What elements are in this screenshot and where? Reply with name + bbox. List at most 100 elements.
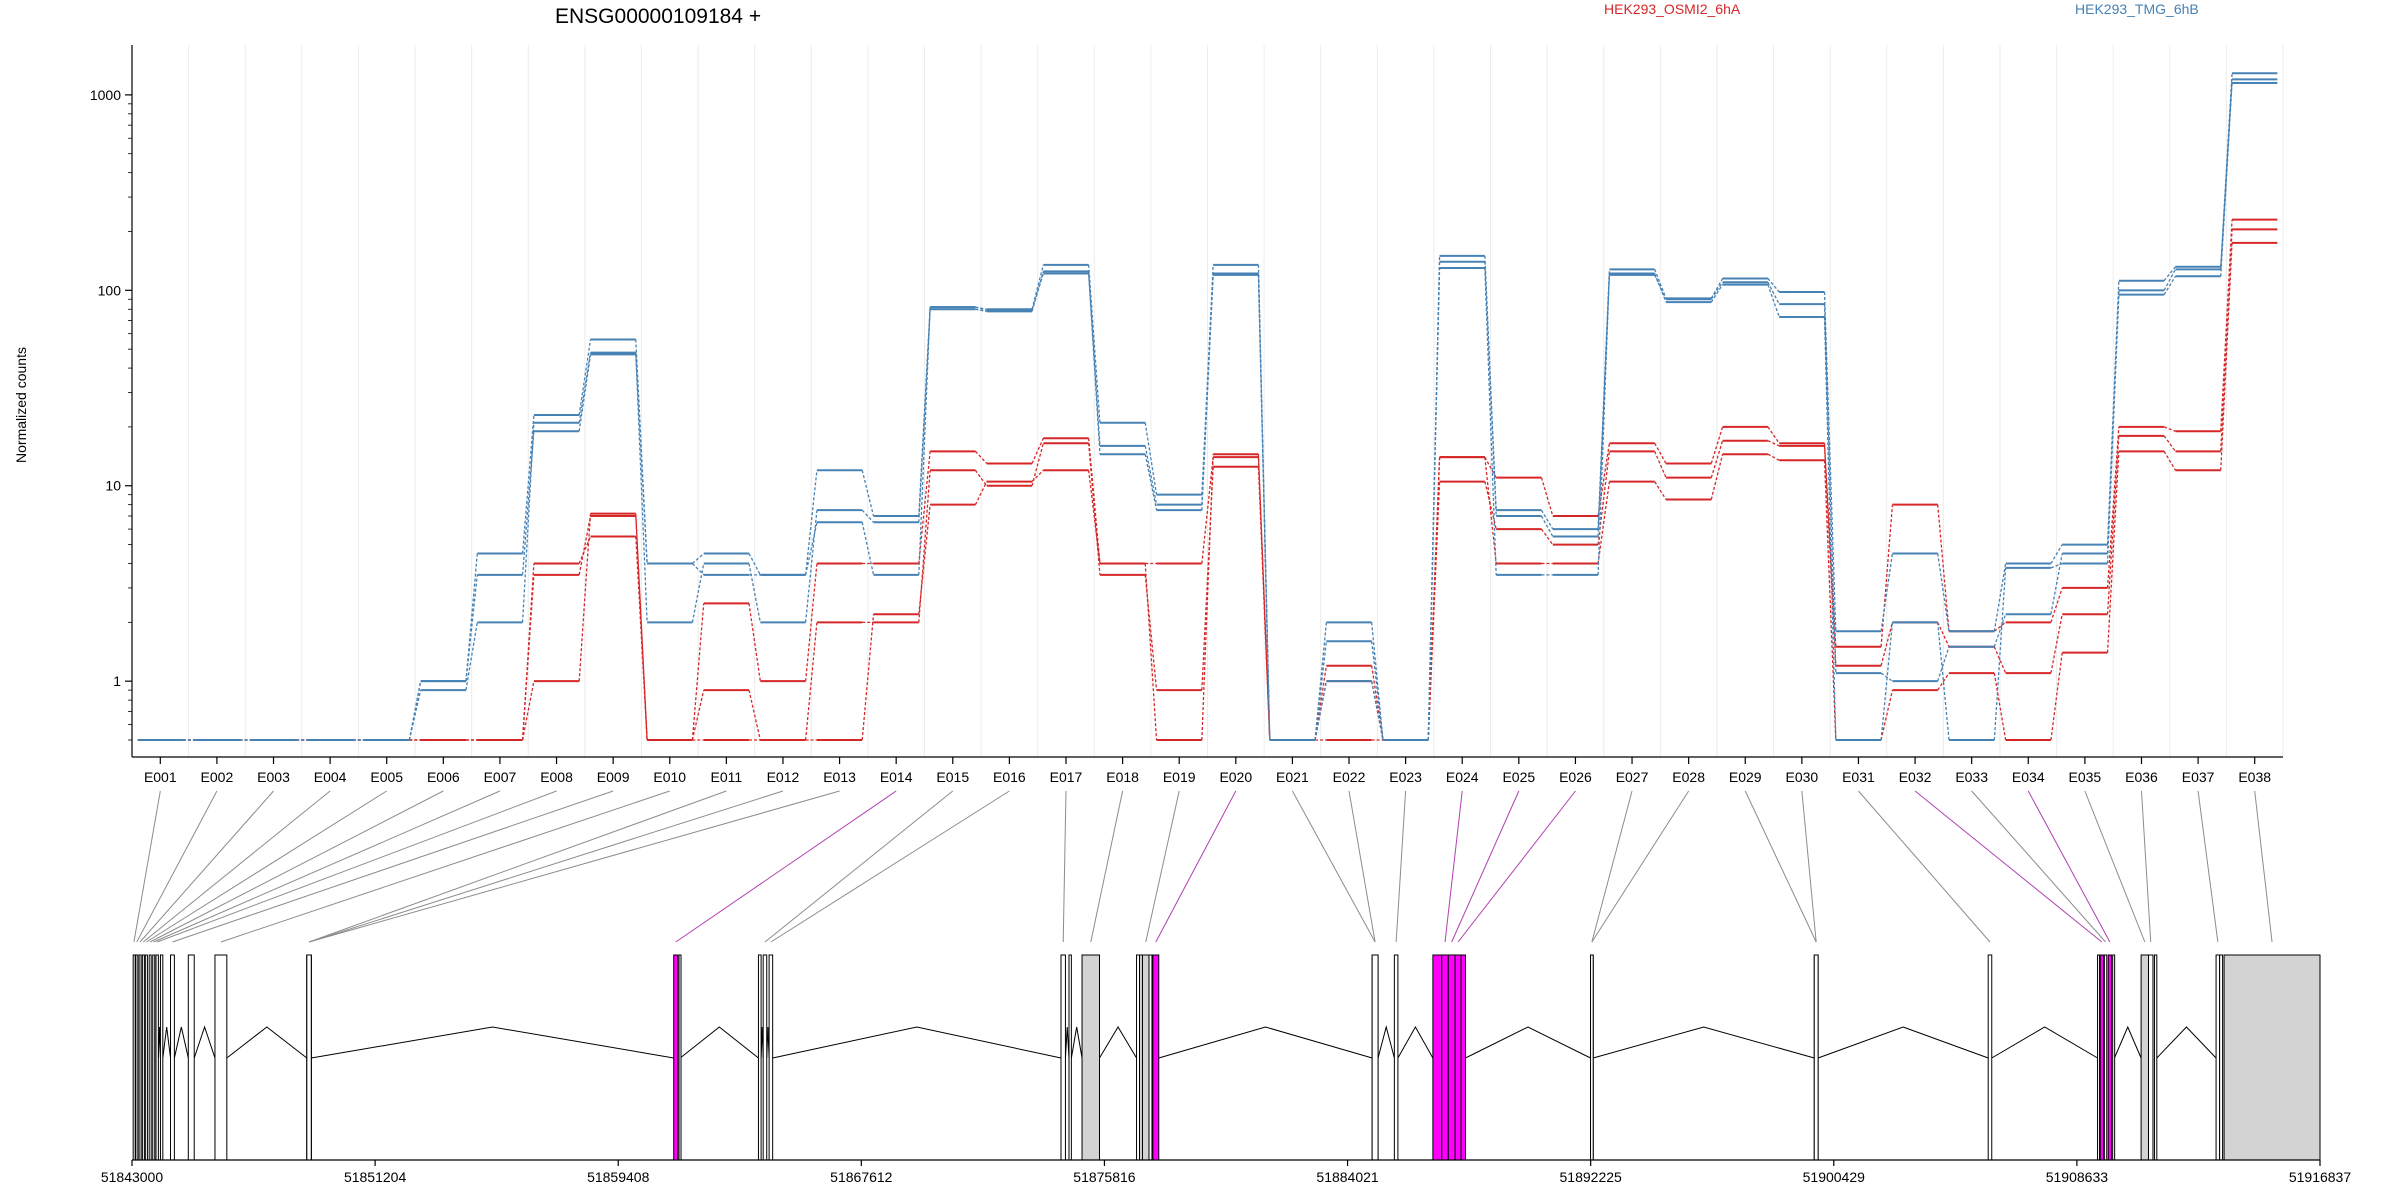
exon-connector <box>136 790 218 943</box>
exon-box <box>673 954 679 1161</box>
series-connector <box>1993 563 2007 632</box>
genomic-tick-label: 51884021 <box>1316 1169 1379 1185</box>
series-connector <box>1257 274 1271 741</box>
series-connector <box>1087 264 1101 423</box>
exon-box <box>757 954 762 1161</box>
exon-connector <box>1348 790 1376 943</box>
exon-box <box>2112 954 2116 1161</box>
series-connector <box>1201 273 1214 511</box>
exon-box <box>159 954 164 1161</box>
series-connector <box>2220 82 2233 277</box>
x-tick-label: E021 <box>1276 769 1309 785</box>
y-tick-label: 1000 <box>90 87 121 103</box>
series-connector <box>1144 563 1158 741</box>
series-connector <box>1257 454 1271 741</box>
series-connector <box>1257 273 1271 741</box>
exon-connector <box>149 790 444 943</box>
intron-line <box>1064 1026 1070 1059</box>
x-tick-label: E038 <box>2238 769 2271 785</box>
intron-line <box>1397 1025 1434 1059</box>
series-connector <box>1937 622 1950 648</box>
series-connector <box>2163 435 2176 452</box>
series-connector <box>465 622 478 691</box>
series-connector <box>521 422 535 623</box>
legend-entry-osmi2: HEK293_OSMI2_6hA <box>1604 1 1741 17</box>
x-tick-label: E036 <box>2125 769 2158 785</box>
series-connector <box>1597 481 1611 564</box>
chart-title: ENSG00000109184 + <box>555 5 761 28</box>
series-connector <box>1540 509 1554 530</box>
exon-box <box>2097 954 2101 1161</box>
x-tick-label: E003 <box>257 769 290 785</box>
x-tick-label: E008 <box>540 769 573 785</box>
series-connector <box>1823 317 1837 741</box>
exon-box <box>1371 954 1379 1161</box>
intron-line <box>2156 1026 2217 1059</box>
x-tick-label: E025 <box>1502 769 1535 785</box>
series-connector <box>1201 457 1214 564</box>
intron-line <box>2113 1025 2142 1059</box>
exon-connector <box>220 790 670 943</box>
exon-box <box>2223 954 2321 1161</box>
series-connector <box>1484 268 1497 575</box>
exon-box <box>1060 954 1066 1161</box>
series-connector <box>578 354 592 432</box>
y-tick-label: 1 <box>113 673 121 689</box>
series-connector <box>635 536 648 741</box>
exon-box <box>1441 954 1449 1161</box>
series-connector <box>1201 454 1214 741</box>
exon-box <box>768 954 774 1161</box>
series-connector <box>1710 454 1724 500</box>
intron-line <box>162 1026 172 1059</box>
exon-box <box>1152 954 1160 1161</box>
series-connector <box>521 414 535 554</box>
exon-box <box>144 954 148 1161</box>
series-connector <box>1540 477 1554 517</box>
exon-box <box>1987 954 1993 1161</box>
genomic-tick-label: 51916837 <box>2289 1169 2352 1185</box>
x-tick-label: E011 <box>711 769 743 785</box>
exon-box <box>2103 954 2108 1161</box>
series-connector <box>691 563 705 576</box>
axes: 1 10 100 1000 E001 E002 E003 E004 E005 E006 E007 E0… <box>90 45 2283 785</box>
series-connector <box>1823 445 1837 666</box>
genomic-tick-label: 51843000 <box>101 1169 164 1185</box>
exon-box <box>2148 954 2154 1161</box>
x-tick-label: E020 <box>1219 769 1252 785</box>
series-connector <box>1823 292 1837 632</box>
exon-connector <box>153 790 501 943</box>
exon-connector <box>770 790 1010 943</box>
exon-connector <box>1744 790 1817 943</box>
exon-box <box>2153 954 2158 1161</box>
series-connector <box>2220 242 2233 471</box>
exon-box <box>1068 954 1072 1161</box>
exon-connector <box>1155 790 1237 943</box>
intron-line <box>1593 1026 1815 1059</box>
exon-connector <box>308 790 784 943</box>
series-connector <box>2163 269 2177 291</box>
series-connector <box>918 504 931 615</box>
intron-line <box>1158 1026 1373 1059</box>
genomic-tick-label: 51867612 <box>830 1169 893 1185</box>
series-connector <box>1993 672 2007 741</box>
series-connector <box>748 603 761 682</box>
series-connector <box>691 689 705 741</box>
series-connector <box>1654 481 1667 500</box>
series-connector <box>521 563 535 741</box>
exon-connector <box>1591 790 1633 943</box>
exon-box <box>2140 954 2150 1161</box>
series-connector <box>804 522 818 575</box>
series-connector <box>1880 504 1894 647</box>
series-connector <box>1087 273 1101 455</box>
series-connector <box>804 510 818 623</box>
exon-connector <box>1090 790 1124 943</box>
exon-connector <box>2084 790 2146 943</box>
series-connector <box>408 689 422 741</box>
exon-connector <box>172 790 614 943</box>
series-connector <box>1937 553 1950 632</box>
series-connector <box>975 308 987 313</box>
series-connector <box>1654 269 1667 299</box>
exon-connector <box>157 790 557 943</box>
series-connector <box>1144 574 1158 691</box>
